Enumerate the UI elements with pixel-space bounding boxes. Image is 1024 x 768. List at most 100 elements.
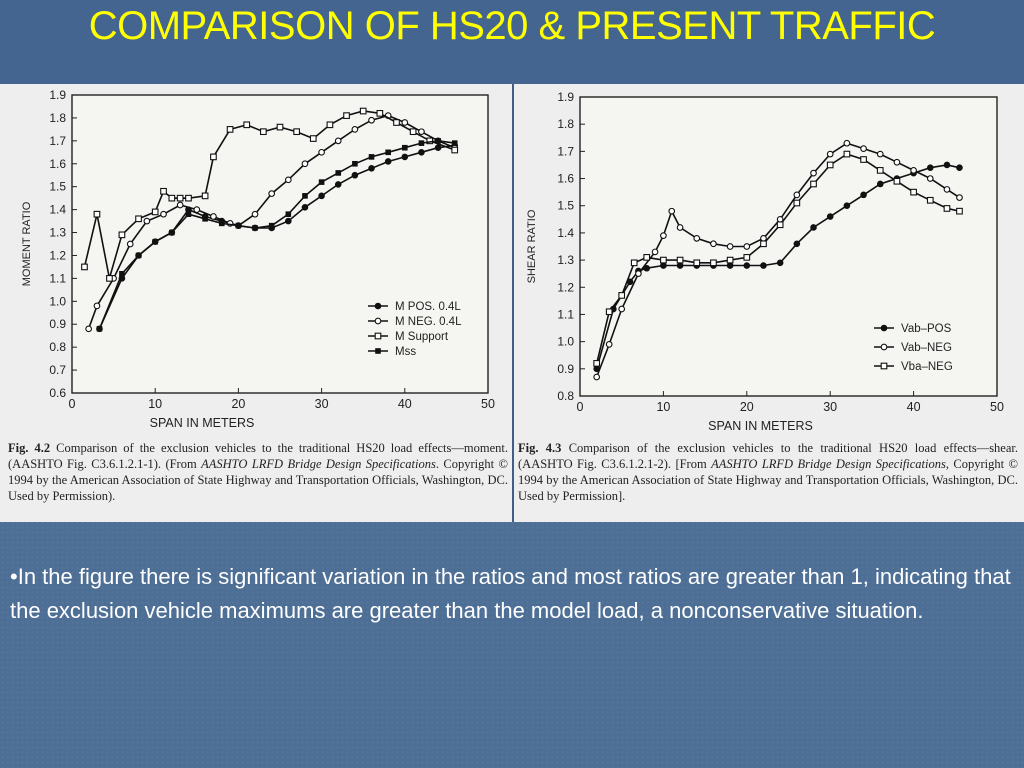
x-tick-label: 40 bbox=[907, 400, 921, 414]
series-filled-square bbox=[96, 138, 458, 332]
data-point bbox=[956, 194, 963, 201]
legend-marker bbox=[880, 324, 888, 332]
x-tick-label: 50 bbox=[990, 400, 1004, 414]
data-point bbox=[401, 153, 409, 161]
data-point bbox=[118, 231, 126, 239]
legend-marker bbox=[374, 302, 382, 310]
y-tick-label: 1.7 bbox=[557, 144, 574, 158]
data-point bbox=[435, 138, 441, 144]
data-point bbox=[185, 211, 192, 217]
data-point bbox=[926, 196, 934, 204]
data-point bbox=[451, 140, 458, 146]
figure-caption-shear: Fig. 4.3 Comparison of the exclusion veh… bbox=[518, 440, 1018, 504]
data-point bbox=[926, 175, 934, 182]
data-point bbox=[810, 180, 817, 188]
x-tick-label: 20 bbox=[231, 397, 245, 411]
series-open-square bbox=[81, 107, 459, 282]
y-tick-label: 0.7 bbox=[49, 363, 66, 377]
data-point bbox=[160, 187, 167, 195]
data-point bbox=[726, 262, 734, 269]
y-tick-label: 1.8 bbox=[557, 117, 574, 131]
data-point bbox=[193, 206, 201, 213]
y-tick-label: 1.4 bbox=[49, 203, 66, 217]
data-point bbox=[185, 194, 192, 202]
y-tick-label: 1.0 bbox=[557, 335, 574, 349]
data-point bbox=[210, 213, 217, 220]
data-point bbox=[676, 224, 684, 231]
data-point bbox=[351, 171, 359, 179]
data-point bbox=[151, 208, 159, 216]
data-point bbox=[335, 170, 342, 176]
data-point bbox=[451, 146, 459, 154]
caption-prefix: Fig. 4.3 bbox=[518, 441, 562, 455]
data-point bbox=[309, 135, 317, 142]
data-point bbox=[126, 240, 134, 248]
data-point bbox=[210, 153, 217, 161]
data-point bbox=[843, 139, 851, 147]
data-point bbox=[119, 271, 125, 277]
data-point bbox=[956, 207, 963, 215]
data-point bbox=[605, 341, 613, 348]
y-tick-label: 1.3 bbox=[557, 253, 574, 267]
data-point bbox=[660, 232, 667, 239]
series-open-circle bbox=[593, 139, 963, 381]
data-point bbox=[618, 305, 626, 313]
data-point bbox=[368, 116, 375, 124]
data-point bbox=[93, 210, 101, 218]
data-point bbox=[793, 199, 801, 207]
figure-caption-moment: Fig. 4.2 Comparison of the exclusion veh… bbox=[8, 440, 508, 504]
data-point bbox=[202, 215, 208, 222]
data-point bbox=[434, 144, 442, 152]
data-point bbox=[285, 217, 292, 225]
data-point bbox=[318, 148, 325, 156]
y-tick-label: 0.8 bbox=[557, 389, 574, 403]
legend-label: Vba–NEG bbox=[901, 361, 953, 373]
y-tick-label: 1.0 bbox=[49, 294, 66, 308]
data-point bbox=[776, 221, 784, 229]
data-point bbox=[334, 181, 342, 188]
x-axis-label: SPAN IN METERS bbox=[150, 416, 255, 430]
data-point bbox=[418, 140, 425, 146]
y-tick-label: 1.1 bbox=[557, 307, 574, 321]
legend: Vab–POS Vab–NEG Vba–NEG bbox=[874, 323, 953, 373]
data-point bbox=[284, 176, 292, 184]
data-point bbox=[401, 119, 409, 126]
data-point bbox=[693, 259, 701, 267]
data-point bbox=[668, 207, 676, 215]
data-point bbox=[826, 150, 834, 158]
data-point bbox=[276, 123, 284, 131]
legend-marker bbox=[880, 343, 888, 351]
data-point bbox=[268, 190, 276, 197]
caption-end: . Copyright © 1994 by the American Assoc… bbox=[8, 457, 508, 503]
data-point bbox=[176, 194, 184, 202]
moment-ratio-chart: 0.6 0.7 0.8 0.9 1.0 1.1 1.2 1.3 1.4 1.5 1.6 1.7 1.8 1… bbox=[21, 88, 495, 430]
data-point bbox=[334, 137, 342, 145]
data-point bbox=[743, 243, 751, 250]
caption-italic: AASHTO LRFD Bridge Design Specifications bbox=[201, 457, 436, 471]
data-point bbox=[693, 234, 701, 242]
y-tick-label: 1.6 bbox=[557, 172, 574, 186]
legend-label: M POS. 0.4L bbox=[395, 301, 461, 313]
data-point bbox=[235, 222, 242, 229]
data-point bbox=[943, 186, 951, 193]
data-point bbox=[318, 192, 325, 200]
data-point bbox=[252, 225, 258, 231]
data-point bbox=[810, 224, 817, 231]
data-point bbox=[793, 191, 801, 199]
data-point bbox=[268, 222, 275, 229]
data-point bbox=[726, 243, 734, 250]
data-point bbox=[301, 204, 309, 211]
data-point bbox=[643, 264, 651, 272]
data-point bbox=[301, 160, 309, 168]
data-point bbox=[860, 156, 867, 163]
y-tick-label: 1.9 bbox=[557, 90, 574, 104]
figure-divider bbox=[512, 84, 514, 522]
y-tick-label: 0.6 bbox=[49, 386, 66, 400]
data-point bbox=[643, 254, 651, 261]
series-open-square bbox=[593, 150, 963, 367]
data-point bbox=[418, 149, 425, 156]
y-tick-label: 1.8 bbox=[49, 111, 66, 125]
y-tick-label: 0.8 bbox=[49, 340, 66, 354]
legend-label: Vab–NEG bbox=[901, 342, 952, 354]
y-tick-label: 1.9 bbox=[49, 88, 66, 102]
